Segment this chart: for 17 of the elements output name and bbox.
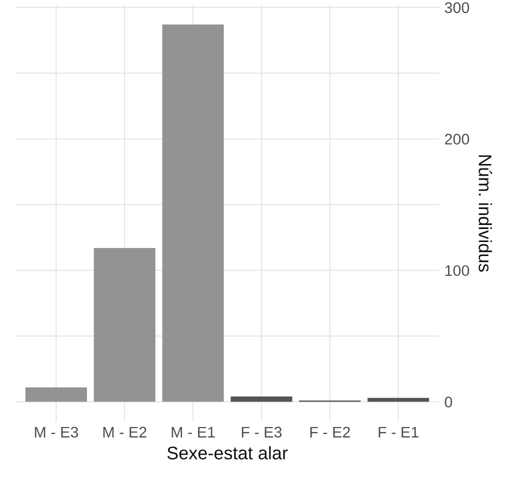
bar xyxy=(94,248,156,402)
y-tick-label: 0 xyxy=(444,396,452,408)
x-tick-label: M - E2 xyxy=(103,426,146,438)
bar xyxy=(25,387,87,402)
y-tick-label: 100 xyxy=(445,265,470,276)
bar xyxy=(162,24,224,402)
x-tick-label: F - E3 xyxy=(242,426,282,438)
x-tick-label: M - E1 xyxy=(172,426,215,438)
bar xyxy=(230,396,292,402)
bar xyxy=(368,398,430,402)
y-axis-title: Núm. individus xyxy=(478,155,492,272)
y-tick-label: 200 xyxy=(444,134,470,145)
x-tick-label: F - E1 xyxy=(378,426,418,438)
y-tick-label: 300 xyxy=(444,2,470,14)
x-tick-label: M - E3 xyxy=(34,426,78,438)
x-axis-title: Sexe-estat alar xyxy=(167,446,288,460)
x-tick-label: F - E2 xyxy=(310,426,350,438)
